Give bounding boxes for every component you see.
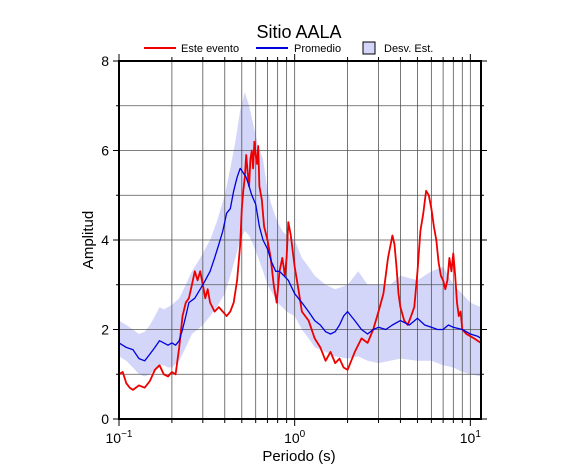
x-tick-label: 101 <box>460 429 482 446</box>
x-tick-label: 10−1 <box>106 429 133 446</box>
x-axis-label: Periodo (s) <box>262 448 335 465</box>
series-line-promedio <box>118 167 482 362</box>
y-tick-label: 0 <box>101 411 109 427</box>
y-tick-label: 4 <box>101 232 109 248</box>
y-tick-label: 2 <box>101 322 109 338</box>
legend-band-swatch <box>362 41 376 55</box>
legend: Este evento Promedio Desv. Est. <box>144 41 433 55</box>
legend-event-label: Este evento <box>181 43 239 55</box>
y-axis-label: Amplitud <box>80 211 97 269</box>
legend-mean-label: Promedio <box>294 43 341 55</box>
y-tick-label: 6 <box>101 143 109 159</box>
chart-title: Sitio AALA <box>256 22 341 42</box>
plot-area: 0 2 4 6 8 10−1 100 101 <box>101 53 487 446</box>
x-tick-label: 100 <box>284 429 306 446</box>
y-tick-label: 8 <box>101 53 109 69</box>
std-dev-band <box>119 92 481 377</box>
series-line-este-evento <box>118 140 482 391</box>
legend-band-label: Desv. Est. <box>384 43 433 55</box>
